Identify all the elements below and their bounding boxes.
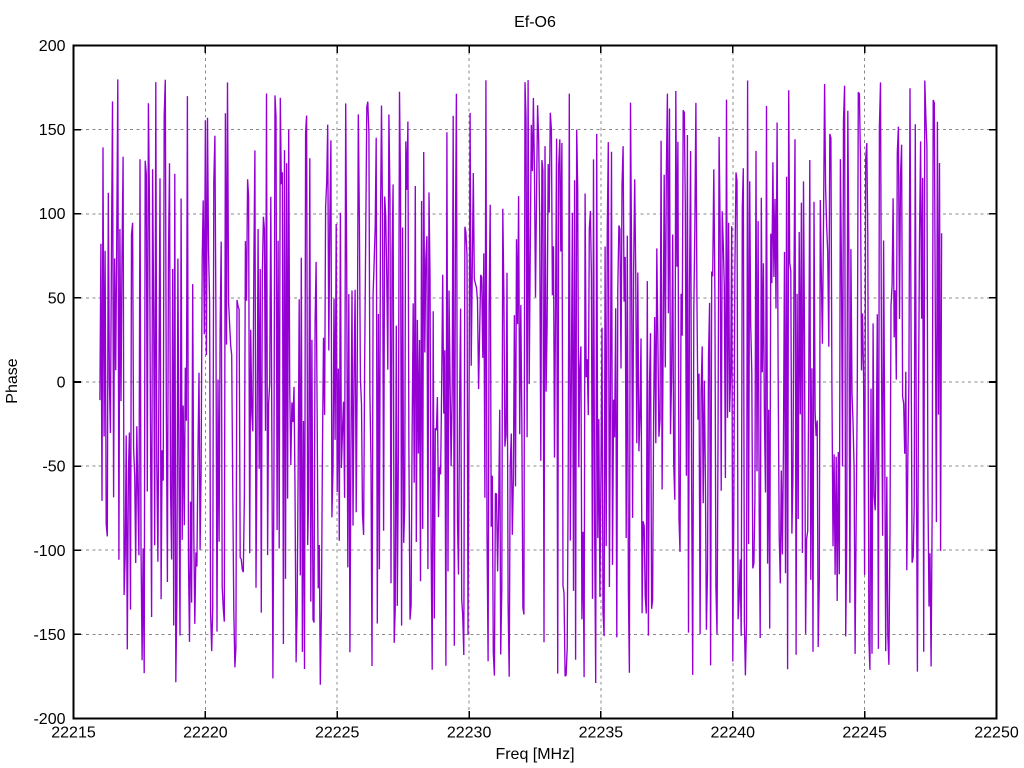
svg-text:200: 200 bbox=[39, 38, 66, 55]
svg-text:100: 100 bbox=[39, 206, 66, 223]
svg-text:150: 150 bbox=[39, 122, 66, 139]
svg-text:22225: 22225 bbox=[315, 725, 360, 742]
svg-text:22235: 22235 bbox=[579, 725, 624, 742]
svg-text:22240: 22240 bbox=[711, 725, 756, 742]
svg-text:22250: 22250 bbox=[974, 725, 1019, 742]
svg-text:-50: -50 bbox=[42, 459, 65, 476]
svg-text:Ef-O6: Ef-O6 bbox=[514, 14, 556, 31]
svg-text:-200: -200 bbox=[33, 711, 65, 728]
svg-text:-100: -100 bbox=[33, 543, 65, 560]
svg-text:50: 50 bbox=[48, 290, 66, 307]
svg-text:22215: 22215 bbox=[51, 725, 96, 742]
svg-text:-150: -150 bbox=[33, 627, 65, 644]
svg-text:0: 0 bbox=[57, 375, 66, 392]
svg-text:Phase: Phase bbox=[4, 358, 21, 403]
svg-text:22245: 22245 bbox=[842, 725, 887, 742]
svg-text:Freq [MHz]: Freq [MHz] bbox=[495, 746, 574, 763]
svg-text:22220: 22220 bbox=[183, 725, 228, 742]
svg-text:22230: 22230 bbox=[447, 725, 492, 742]
